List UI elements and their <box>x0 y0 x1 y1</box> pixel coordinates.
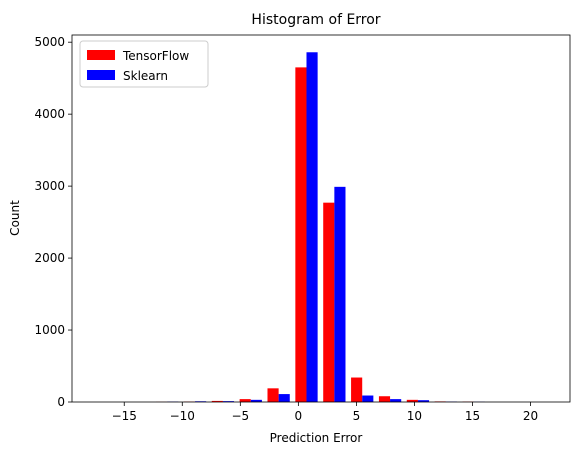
legend-swatch-sklearn <box>87 70 115 80</box>
plot-frame <box>71 34 571 403</box>
x-tick-label: 5 <box>353 409 361 423</box>
bar-sklearn-10 <box>390 399 402 402</box>
bars-group <box>156 52 485 403</box>
bar-sklearn-4 <box>222 401 235 402</box>
y-tick-label: 0 <box>57 395 65 409</box>
y-tick-label: 4000 <box>34 107 65 121</box>
legend-swatch-tensorflow <box>87 50 115 60</box>
bar-tensorflow-9 <box>351 377 363 402</box>
bar-sklearn-7 <box>306 52 318 403</box>
bar-tensorflow-7 <box>295 67 307 402</box>
x-tick-label: 15 <box>465 409 480 423</box>
x-tick-label: 20 <box>523 409 538 423</box>
y-tick-label: 5000 <box>34 35 65 49</box>
bar-sklearn-5 <box>250 399 262 402</box>
legend-label-tensorflow: TensorFlow <box>122 49 189 63</box>
bar-sklearn-8 <box>334 186 346 402</box>
axes-group: −15 −10 −5 0 5 10 15 20 0 1000 2000 3000 4000 5000 <box>34 34 571 423</box>
y-tick-label: 1000 <box>34 323 65 337</box>
x-tick-label: 10 <box>407 409 422 423</box>
bar-tensorflow-10 <box>378 396 391 402</box>
chart-title: Histogram of Error <box>251 12 380 28</box>
y-tick-label: 2000 <box>34 251 65 265</box>
bar-tensorflow-8 <box>323 202 335 402</box>
bar-sklearn-11 <box>417 400 430 402</box>
bar-tensorflow-5 <box>239 399 251 402</box>
legend: TensorFlow Sklearn <box>79 40 209 88</box>
x-tick-label: 0 <box>295 409 303 423</box>
y-axis-label: Count <box>8 200 22 236</box>
y-tick-label: 3000 <box>34 179 65 193</box>
bar-tensorflow-11 <box>406 399 418 402</box>
x-axis-label: Prediction Error <box>270 431 363 445</box>
bar-tensorflow-4 <box>211 400 223 402</box>
x-tick-label: −15 <box>112 409 137 423</box>
bar-tensorflow-6 <box>267 388 279 402</box>
bar-sklearn-6 <box>278 394 290 402</box>
x-tick-label: −5 <box>231 409 249 423</box>
legend-label-sklearn: Sklearn <box>123 69 168 83</box>
bar-sklearn-9 <box>362 395 374 402</box>
x-tick-label: −10 <box>170 409 195 423</box>
